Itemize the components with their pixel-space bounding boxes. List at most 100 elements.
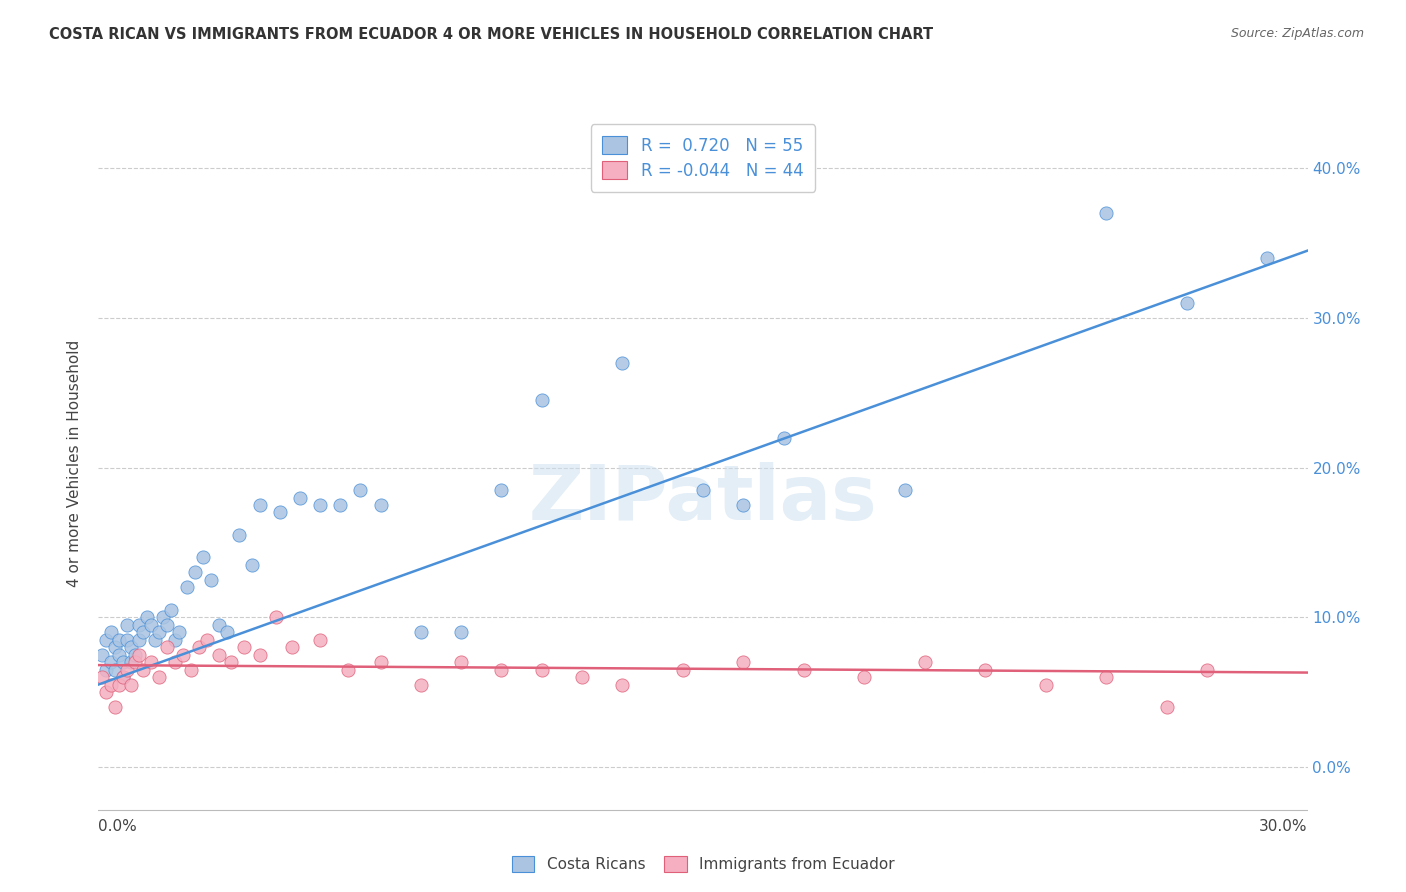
Point: [100, 677, 122, 691]
Point: [91, 670, 114, 684]
Point: [221, 655, 243, 669]
Point: [124, 655, 146, 669]
Point: [128, 632, 150, 647]
Point: [281, 640, 304, 654]
Point: [180, 663, 202, 677]
Point: [571, 670, 593, 684]
Point: [184, 566, 207, 580]
Point: [217, 625, 239, 640]
Point: [200, 573, 222, 587]
Point: [530, 393, 553, 408]
Text: 0.0%: 0.0%: [98, 819, 138, 834]
Point: [853, 670, 876, 684]
Point: [188, 640, 211, 654]
Point: [160, 603, 183, 617]
Point: [288, 491, 311, 505]
Point: [491, 663, 513, 677]
Point: [111, 670, 134, 684]
Point: [115, 632, 138, 647]
Point: [264, 610, 287, 624]
Text: COSTA RICAN VS IMMIGRANTS FROM ECUADOR 4 OR MORE VEHICLES IN HOUSEHOLD CORRELATI: COSTA RICAN VS IMMIGRANTS FROM ECUADOR 4…: [49, 27, 934, 42]
Point: [100, 655, 122, 669]
Point: [148, 625, 170, 640]
Point: [370, 655, 392, 669]
Y-axis label: 4 or more Vehicles in Household: 4 or more Vehicles in Household: [67, 340, 83, 588]
Point: [450, 655, 472, 669]
Point: [163, 632, 186, 647]
Text: 30.0%: 30.0%: [1260, 819, 1308, 834]
Point: [111, 655, 134, 669]
Point: [167, 625, 190, 640]
Point: [156, 617, 179, 632]
Point: [107, 632, 129, 647]
Point: [249, 648, 271, 662]
Point: [1035, 677, 1057, 691]
Point: [132, 663, 155, 677]
Point: [120, 640, 142, 654]
Point: [1256, 251, 1278, 265]
Point: [692, 483, 714, 497]
Point: [107, 677, 129, 691]
Point: [612, 356, 634, 370]
Point: [115, 617, 138, 632]
Point: [240, 558, 263, 572]
Point: [139, 655, 162, 669]
Point: [1195, 663, 1218, 677]
Point: [208, 617, 231, 632]
Point: [309, 498, 332, 512]
Point: [172, 648, 194, 662]
Point: [107, 648, 129, 662]
Point: [96, 663, 118, 677]
Point: [1095, 670, 1118, 684]
Point: [152, 610, 174, 624]
Point: [612, 677, 634, 691]
Point: [132, 625, 155, 640]
Point: [530, 663, 553, 677]
Point: [115, 663, 138, 677]
Point: [124, 648, 146, 662]
Point: [176, 580, 198, 594]
Point: [309, 632, 332, 647]
Point: [1175, 296, 1198, 310]
Point: [128, 617, 150, 632]
Point: [96, 632, 118, 647]
Point: [103, 700, 125, 714]
Point: [139, 617, 162, 632]
Point: [672, 663, 695, 677]
Point: [208, 648, 231, 662]
Point: [103, 663, 125, 677]
Point: [100, 625, 122, 640]
Point: [1095, 206, 1118, 220]
Point: [111, 670, 134, 684]
Point: [450, 625, 472, 640]
Point: [370, 498, 392, 512]
Point: [148, 670, 170, 684]
Legend: R =  0.720   N = 55, R = -0.044   N = 44: R = 0.720 N = 55, R = -0.044 N = 44: [591, 124, 815, 192]
Point: [1156, 700, 1178, 714]
Point: [914, 655, 936, 669]
Point: [91, 648, 114, 662]
Point: [128, 648, 150, 662]
Point: [893, 483, 915, 497]
Point: [249, 498, 271, 512]
Point: [143, 632, 166, 647]
Point: [96, 685, 118, 699]
Point: [269, 506, 291, 520]
Point: [120, 655, 142, 669]
Point: [195, 632, 218, 647]
Point: [232, 640, 254, 654]
Point: [228, 528, 250, 542]
Text: ZIPatlas: ZIPatlas: [529, 462, 877, 535]
Point: [135, 610, 157, 624]
Point: [163, 655, 186, 669]
Point: [793, 663, 815, 677]
Point: [156, 640, 179, 654]
Point: [974, 663, 997, 677]
Point: [349, 483, 371, 497]
Point: [733, 655, 755, 669]
Legend: Costa Ricans, Immigrants from Ecuador: Costa Ricans, Immigrants from Ecuador: [503, 848, 903, 880]
Point: [409, 677, 432, 691]
Point: [337, 663, 360, 677]
Point: [491, 483, 513, 497]
Point: [329, 498, 352, 512]
